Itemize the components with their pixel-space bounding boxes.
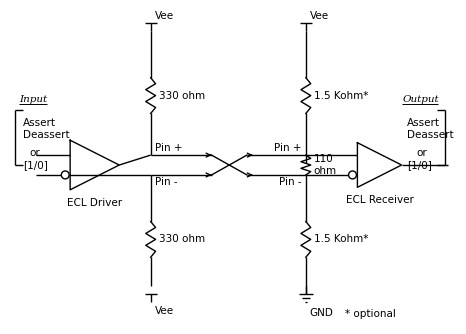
Text: Output: Output <box>402 95 439 104</box>
Text: ECL Driver: ECL Driver <box>67 198 122 208</box>
Text: Deassert: Deassert <box>23 130 69 140</box>
Text: [1/0]: [1/0] <box>23 160 48 170</box>
Text: * optional: * optional <box>345 309 396 319</box>
Text: 1.5 Kohm*: 1.5 Kohm* <box>314 91 368 101</box>
Text: 330 ohm: 330 ohm <box>158 234 205 244</box>
Text: Assert: Assert <box>407 119 440 128</box>
Text: Pin -: Pin - <box>279 177 302 187</box>
Text: Pin +: Pin + <box>274 143 302 153</box>
Text: or: or <box>29 148 40 158</box>
Text: Deassert: Deassert <box>407 130 453 140</box>
Text: Pin +: Pin + <box>155 143 182 153</box>
Text: 330 ohm: 330 ohm <box>158 91 205 101</box>
Circle shape <box>349 171 356 179</box>
Text: Vee: Vee <box>155 306 174 316</box>
Text: or: or <box>417 148 428 158</box>
Text: Vee: Vee <box>310 11 329 21</box>
Text: 110
ohm: 110 ohm <box>314 154 337 176</box>
Text: Assert: Assert <box>23 119 56 128</box>
Text: 1.5 Kohm*: 1.5 Kohm* <box>314 234 368 244</box>
Text: Pin -: Pin - <box>155 177 177 187</box>
Circle shape <box>62 171 69 179</box>
Text: [1/0]: [1/0] <box>407 160 432 170</box>
Text: GND: GND <box>310 308 334 318</box>
Text: ECL Receiver: ECL Receiver <box>346 195 413 205</box>
Text: Input: Input <box>19 95 47 104</box>
Text: Vee: Vee <box>155 11 174 21</box>
